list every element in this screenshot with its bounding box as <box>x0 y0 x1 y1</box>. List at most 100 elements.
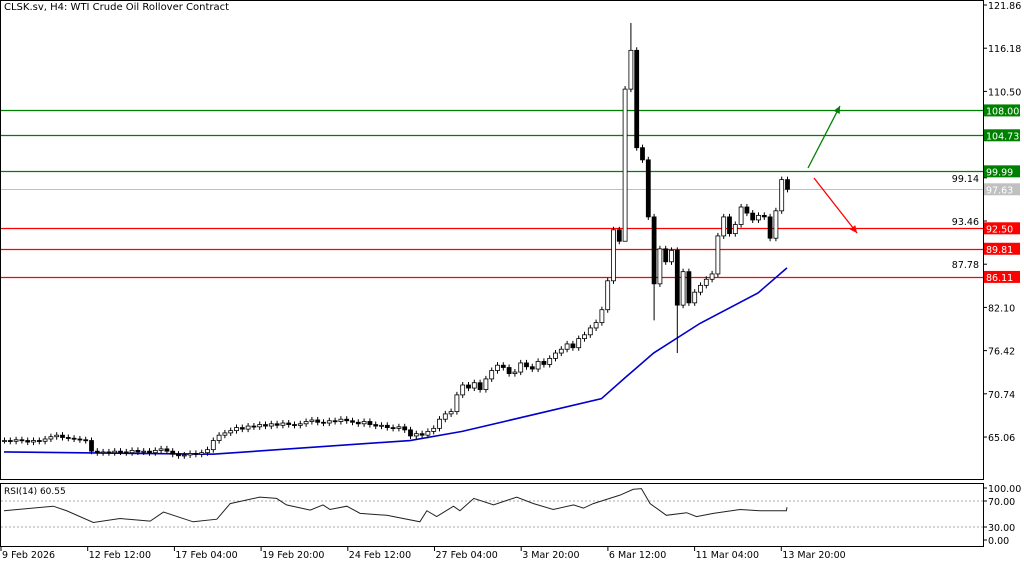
candle <box>234 424 239 434</box>
candle-body <box>89 440 94 452</box>
candle-body <box>19 439 25 442</box>
candle <box>663 245 669 265</box>
candle-body <box>553 352 558 359</box>
candle-body <box>344 418 350 422</box>
candle <box>442 410 448 423</box>
y-tick-label: 76.42 <box>988 347 1015 358</box>
level-price-tag <box>984 270 1020 283</box>
candle <box>135 447 141 455</box>
candle <box>268 420 274 430</box>
candle <box>13 436 19 445</box>
candle-body <box>761 214 767 218</box>
candle-body <box>640 147 645 161</box>
candle-body <box>141 450 147 453</box>
candle-body <box>210 440 216 451</box>
candle-body <box>332 420 338 423</box>
candle-body <box>634 49 640 149</box>
candle <box>332 417 338 425</box>
candle <box>703 276 709 289</box>
level-price-tag <box>984 222 1020 235</box>
candle <box>141 448 147 455</box>
candle-body <box>727 216 732 235</box>
candle <box>344 416 350 424</box>
candle-body <box>280 422 286 426</box>
candle <box>292 421 297 429</box>
x-tick-label: 12 Feb 12:00 <box>89 550 151 561</box>
candle <box>7 437 13 445</box>
candle <box>767 213 773 242</box>
candle <box>408 426 413 439</box>
candle <box>257 421 263 430</box>
arrow-down-line <box>813 177 858 234</box>
candle <box>692 289 698 306</box>
candle <box>756 212 761 223</box>
candle <box>315 416 321 426</box>
candle-body <box>355 421 361 425</box>
candle <box>384 422 390 431</box>
candle <box>686 268 692 306</box>
candle-body <box>245 425 251 430</box>
candle-body <box>181 454 187 457</box>
candle <box>361 418 367 427</box>
candle-body <box>408 429 413 437</box>
candle <box>779 176 785 214</box>
candle <box>773 207 779 242</box>
candle-body <box>83 439 89 442</box>
candle <box>547 355 553 368</box>
candle <box>286 419 292 428</box>
candle <box>187 450 193 459</box>
candle <box>645 156 651 220</box>
candle-body <box>65 437 71 439</box>
candle <box>193 450 199 458</box>
level-price-label: 89.81 <box>986 245 1013 256</box>
candle <box>112 448 118 456</box>
rsi-y-tick-label: 0.00 <box>988 536 1009 547</box>
candle-body <box>524 362 529 368</box>
candle <box>367 418 373 428</box>
candle <box>698 282 703 296</box>
candle-body <box>257 424 263 428</box>
candle-body <box>721 216 727 237</box>
candle-body <box>651 216 657 285</box>
candle-body <box>413 433 419 437</box>
candle <box>48 433 54 443</box>
candle-body <box>402 426 408 431</box>
candle <box>732 221 738 237</box>
candle <box>338 416 344 425</box>
candle-body <box>396 426 402 429</box>
candle <box>164 445 170 455</box>
candle <box>611 226 616 284</box>
candle-body <box>193 453 199 455</box>
candle-body <box>234 427 239 432</box>
level-price-label: 97.63 <box>986 185 1013 196</box>
y-tick-label: 65.06 <box>988 433 1015 444</box>
candle <box>709 270 715 283</box>
candle-body <box>518 362 524 373</box>
candle <box>605 277 611 313</box>
candle-body <box>582 334 587 339</box>
candle <box>576 335 582 351</box>
x-tick-label: 9 Feb 2026 <box>2 550 55 561</box>
candle <box>396 423 402 432</box>
candle-body <box>616 229 622 242</box>
candle <box>31 437 36 446</box>
candle-body <box>326 420 332 424</box>
candle <box>60 432 65 441</box>
candle-body <box>2 440 7 442</box>
candle-body <box>506 367 512 374</box>
candle-body <box>94 450 100 454</box>
candle-body <box>158 448 164 451</box>
rsi-y-tick-label: 100.00 <box>988 484 1021 495</box>
candle-body <box>483 378 489 390</box>
candle <box>512 369 518 377</box>
candle-body <box>303 421 309 425</box>
candle <box>500 362 506 371</box>
candle-body <box>593 322 599 329</box>
candle-body <box>535 361 541 370</box>
candle <box>448 408 454 417</box>
candle-body <box>384 424 390 428</box>
candle-body <box>419 433 425 436</box>
candle <box>297 420 303 429</box>
candle <box>2 437 7 444</box>
